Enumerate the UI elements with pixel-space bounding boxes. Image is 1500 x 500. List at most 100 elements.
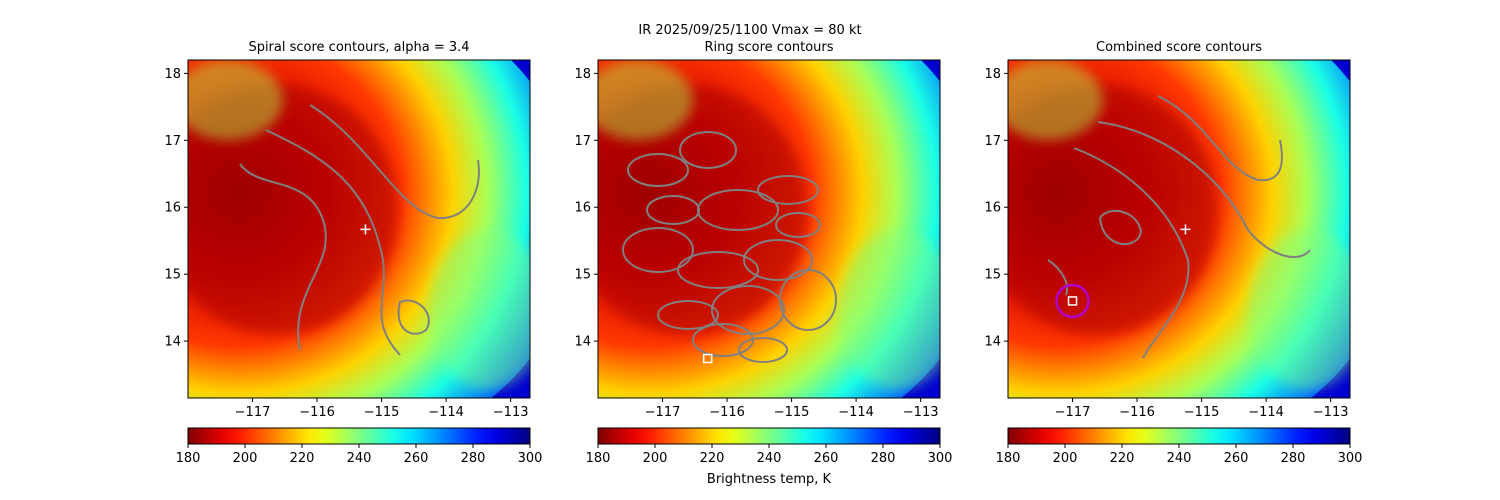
x-tick-label: −117 [1055, 405, 1091, 420]
x-tick-label: −113 [903, 405, 939, 420]
axes-frame [597, 59, 941, 399]
contour-line [646, 195, 700, 225]
y-tick-label: 15 [574, 268, 591, 283]
contour-line [775, 212, 821, 238]
x-tick-label: −113 [493, 405, 529, 420]
colorbar-tick-label: 200 [233, 451, 258, 466]
colorbar-tick-label: 200 [643, 451, 668, 466]
panel-2: −117 −116 −115 −114 −113 14 15 16 17 18 180 200 220 2… [984, 59, 1363, 466]
colorbar-tick-label: 240 [1167, 451, 1192, 466]
figure-suptitle: IR 2025/09/25/1100 Vmax = 80 kt [638, 23, 862, 38]
colorbar-tick-label: 180 [176, 451, 201, 466]
contour-line [1157, 95, 1283, 182]
outer-band [188, 60, 283, 140]
contour-line [1097, 121, 1311, 259]
colorbar-tick-label: 280 [461, 451, 486, 466]
colorbar-tick-label: 220 [290, 451, 315, 466]
contour-line [657, 300, 719, 330]
contour-line [1099, 209, 1142, 246]
y-tick-label: 18 [984, 67, 1001, 82]
colorbar-tick-label: 260 [1224, 451, 1249, 466]
y-tick-label: 15 [984, 268, 1001, 283]
contours-2 [1047, 95, 1311, 359]
contour-line [738, 337, 788, 363]
colorbar-tick-label: 220 [700, 451, 725, 466]
x-tick-label: −116 [1119, 405, 1155, 420]
y-tick-label: 17 [164, 134, 181, 149]
contour-line [711, 285, 785, 335]
y-tick-label: 18 [164, 67, 181, 82]
colorbar-tick-label: 280 [1281, 451, 1306, 466]
contour-line [1047, 259, 1068, 296]
x-tick-label: −116 [299, 405, 335, 420]
x-tick-label: −114 [428, 405, 464, 420]
x-tick-label: −116 [709, 405, 745, 420]
colorbar [187, 427, 531, 445]
center-circle-marker [1055, 283, 1090, 319]
panel-1: −117 −116 −115 −114 −113 14 15 16 17 18 180 200 220 2… [574, 59, 953, 466]
colorbar-tick-label: 220 [1110, 451, 1135, 466]
y-tick-label: 18 [574, 67, 591, 82]
contour-line [622, 227, 694, 273]
axes-frame [1007, 59, 1351, 399]
colorbar-tick-label: 260 [814, 451, 839, 466]
center-square-marker [702, 353, 713, 364]
outer-band [1008, 60, 1103, 140]
x-tick-label: −113 [1313, 405, 1349, 420]
panel-title-combined: Combined score contours [1096, 40, 1262, 55]
colorbar-tick-label: 200 [1053, 451, 1078, 466]
colorbar-tick-label: 260 [404, 451, 429, 466]
center-plus-marker [1180, 224, 1191, 235]
center-plus-marker [360, 224, 371, 235]
colorbar-label: Brightness temp, K [706, 472, 832, 487]
colorbar-tick-label: 280 [871, 451, 896, 466]
panel-title-spiral: Spiral score contours, alpha = 3.4 [248, 40, 470, 55]
outer-band [1248, 230, 1350, 390]
y-tick-label: 14 [574, 335, 591, 350]
colorbar-tick-label: 300 [518, 451, 543, 466]
y-tick-label: 14 [984, 335, 1001, 350]
contour-line [1073, 147, 1190, 359]
ir-image-0 [188, 60, 530, 398]
contour-line [779, 269, 837, 331]
y-tick-label: 16 [164, 201, 181, 216]
contour-line [743, 239, 813, 281]
axes-frame [187, 59, 531, 399]
contour-line [627, 153, 689, 187]
x-tick-label: −115 [364, 405, 400, 420]
x-tick-label: −114 [838, 405, 874, 420]
outer-band [598, 60, 693, 140]
y-tick-label: 16 [574, 201, 591, 216]
contour-line [757, 175, 819, 205]
contour-line [265, 129, 401, 356]
panel-title-ring: Ring score contours [704, 40, 834, 55]
contours-0 [239, 104, 480, 356]
y-tick-label: 14 [164, 335, 181, 350]
x-tick-label: −117 [645, 405, 681, 420]
contour-line [239, 163, 327, 351]
y-tick-label: 16 [984, 201, 1001, 216]
outer-band [428, 230, 530, 390]
colorbar-tick-label: 300 [928, 451, 953, 466]
y-tick-label: 15 [164, 268, 181, 283]
x-tick-label: −115 [1184, 405, 1220, 420]
contour-line [397, 299, 430, 335]
contours-1 [622, 131, 837, 363]
colorbar-tick-label: 240 [347, 451, 372, 466]
outer-band [838, 230, 940, 390]
contour-line [679, 131, 737, 169]
panel-0: −117 −116 −115 −114 −113 14 15 16 17 18 180 200 220 2… [164, 59, 543, 466]
x-tick-label: −115 [774, 405, 810, 420]
colorbar-tick-label: 300 [1338, 451, 1363, 466]
contour-line [677, 251, 759, 289]
colorbar-tick-label: 240 [757, 451, 782, 466]
contour-line [309, 104, 480, 220]
x-tick-label: −114 [1248, 405, 1284, 420]
y-tick-label: 17 [574, 134, 591, 149]
colorbar-tick-label: 180 [586, 451, 611, 466]
x-tick-label: −117 [235, 405, 271, 420]
ir-image-1 [598, 60, 940, 398]
colorbar [597, 427, 941, 445]
